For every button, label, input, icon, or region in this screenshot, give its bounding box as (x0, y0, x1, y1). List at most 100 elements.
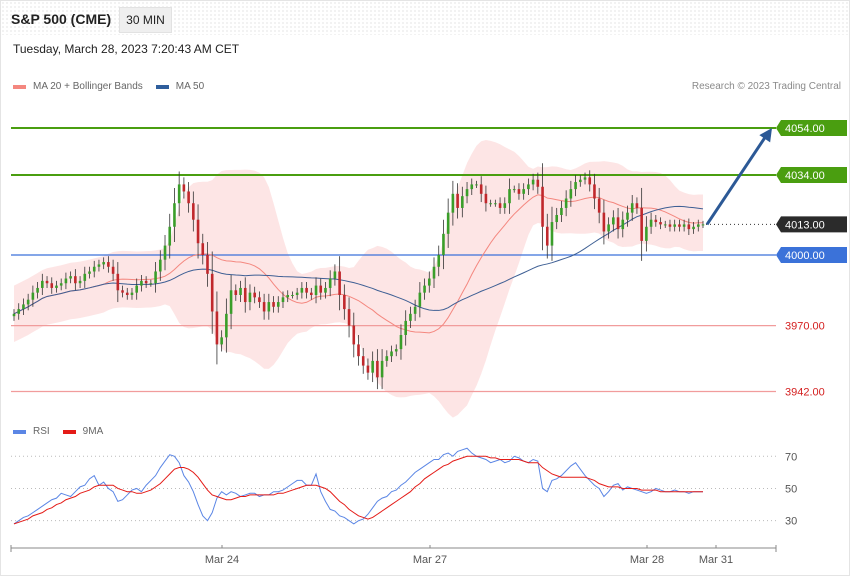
candle-body (196, 219, 200, 244)
candle-body (215, 311, 219, 345)
candle-body (69, 276, 72, 279)
candle-body (659, 222, 662, 225)
candle-body (503, 203, 507, 208)
candle-body (97, 264, 101, 267)
candle-body (437, 255, 441, 267)
candle-body (442, 233, 445, 255)
candle-body (602, 212, 606, 232)
candle (182, 177, 186, 199)
candle-body (517, 189, 521, 194)
rsi-legend: RSI 9MA (13, 426, 116, 437)
candle-body (187, 191, 190, 204)
candle (31, 285, 35, 307)
price-panel: 4054.00 4034.00 4013.00 4000.00 3970.00 3942.… (11, 119, 847, 418)
candle (276, 296, 280, 313)
rsi-panel: 30 50 70 (11, 447, 797, 528)
candle (484, 185, 488, 212)
candle (215, 291, 219, 365)
candle-body (41, 280, 44, 288)
candle-body (347, 309, 351, 326)
candle-body (612, 217, 615, 225)
candle (12, 309, 16, 321)
candle-body (328, 278, 332, 288)
candle (409, 306, 412, 328)
candle (479, 176, 483, 203)
candle-body (310, 292, 313, 295)
rsi-series-rsi (13, 447, 703, 525)
level-3942-00-label: 3942.00 (785, 386, 825, 398)
candle-body (276, 302, 280, 307)
candle (107, 256, 110, 273)
candle-body (668, 224, 672, 227)
candle-body (649, 219, 653, 227)
candle (286, 290, 290, 303)
candle-body (663, 224, 667, 226)
time-label: Mar 24 (205, 554, 239, 566)
ma20-line (13, 194, 703, 334)
candle-body (343, 295, 346, 310)
candle-body (149, 283, 153, 285)
candle-body (158, 259, 162, 272)
candle-body (630, 203, 634, 213)
interval-badge[interactable]: 30 MIN (119, 7, 172, 33)
candle-body (286, 295, 290, 298)
candle-body (154, 271, 157, 284)
candle (593, 173, 596, 210)
candle (645, 216, 648, 252)
candle-body (319, 285, 323, 293)
candle (206, 242, 209, 287)
candle (135, 278, 138, 300)
candle-body (234, 290, 238, 295)
candle (635, 197, 639, 214)
candle-body (475, 184, 478, 186)
candle-body (366, 365, 370, 373)
candle-body (291, 295, 294, 296)
candle-body (26, 299, 30, 305)
candle (663, 220, 667, 228)
candle (423, 278, 426, 300)
candle-body (281, 297, 285, 303)
candle-body (92, 266, 96, 272)
candle-body (385, 356, 389, 361)
candle (295, 287, 299, 300)
candle-body (74, 276, 77, 284)
candle (310, 287, 313, 300)
candle-body (168, 226, 172, 246)
candle-body (333, 271, 337, 279)
candle (248, 284, 252, 311)
candle-body (380, 360, 384, 378)
candle (673, 219, 676, 232)
candle (465, 182, 469, 204)
candle (621, 211, 625, 238)
projection-arrow-head (759, 127, 772, 143)
candle (366, 358, 370, 380)
candle-body (45, 280, 49, 284)
candle-body (696, 224, 700, 227)
candle (319, 278, 323, 300)
candle-body (427, 278, 431, 286)
candle-body (17, 309, 21, 314)
candle-body (314, 285, 318, 295)
instrument-title: S&P 500 (CME) (11, 11, 112, 27)
candle (225, 298, 228, 353)
candle (390, 345, 393, 363)
candle-body (465, 189, 469, 197)
candle (140, 275, 143, 292)
candle (371, 351, 374, 383)
candle-body (541, 186, 544, 227)
candle (451, 180, 455, 226)
candle-body (116, 273, 120, 291)
candle (475, 180, 478, 188)
candle (59, 278, 63, 291)
legend-ma50-label: MA 50 (175, 81, 205, 92)
time-label: Mar 28 (630, 554, 664, 566)
candle-body (682, 224, 686, 227)
candle-body (560, 207, 563, 215)
candle (659, 217, 662, 230)
candle (352, 312, 356, 358)
candle-body (324, 287, 327, 293)
candle (158, 250, 162, 281)
candle-body (456, 193, 459, 208)
candle (536, 172, 540, 194)
candle-body (508, 189, 511, 204)
